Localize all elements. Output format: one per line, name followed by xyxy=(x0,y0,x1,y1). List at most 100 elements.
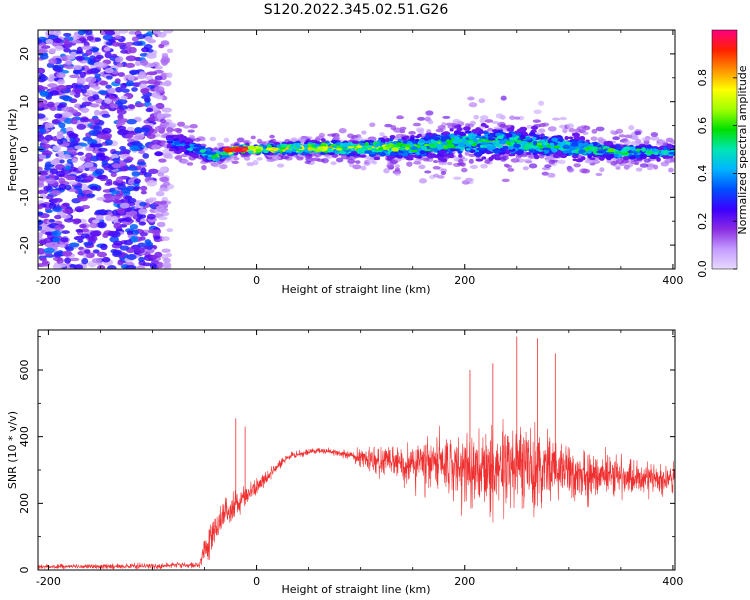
heatmap-cell xyxy=(121,88,130,93)
heatmap-cell xyxy=(360,165,367,171)
heatmap-cell xyxy=(415,138,420,143)
heatmap-cell xyxy=(146,31,154,37)
heatmap-cell xyxy=(190,135,196,139)
heatmap-cell xyxy=(53,37,63,44)
heatmap-cell xyxy=(581,168,591,174)
heatmap-cell xyxy=(125,264,137,269)
heatmap-cell xyxy=(383,168,390,174)
heatmap-cell xyxy=(316,146,324,151)
heatmap-cell xyxy=(538,128,546,134)
heatmap-cell xyxy=(480,142,487,145)
heatmap-cell xyxy=(533,109,542,115)
heatmap-cell xyxy=(446,143,455,148)
spectrogram-y-tick-label: -20 xyxy=(18,236,31,254)
heatmap-cell xyxy=(56,250,65,257)
spectrogram-x-tick-label: 400 xyxy=(662,274,683,287)
heatmap-cell xyxy=(533,154,540,160)
heatmap-cell xyxy=(364,150,373,154)
heatmap-cell xyxy=(140,185,148,192)
heatmap-cell xyxy=(537,149,544,152)
heatmap-cell xyxy=(650,136,660,141)
heatmap-cell xyxy=(114,56,123,63)
heatmap-cell xyxy=(143,172,152,178)
heatmap-cell xyxy=(528,163,538,169)
heatmap-cell xyxy=(620,149,628,153)
heatmap-cell xyxy=(419,150,426,155)
heatmap-cell xyxy=(114,78,121,84)
heatmap-cell xyxy=(102,256,111,263)
heatmap-cell xyxy=(58,122,66,129)
heatmap-cell xyxy=(149,263,157,269)
heatmap-cell xyxy=(573,163,581,168)
heatmap-cell xyxy=(219,164,228,170)
heatmap-cell xyxy=(449,133,455,137)
heatmap-cell xyxy=(353,137,360,141)
heatmap-cell xyxy=(449,128,454,132)
heatmap-cell xyxy=(62,202,70,207)
snr-y-tick-label: 0 xyxy=(18,567,31,574)
heatmap-cell xyxy=(38,225,43,231)
heatmap-cell xyxy=(615,128,624,134)
heatmap-cell xyxy=(478,130,485,134)
heatmap-cell xyxy=(104,51,112,59)
heatmap-cell xyxy=(573,135,581,141)
heatmap-cell xyxy=(161,236,170,242)
heatmap-cell xyxy=(612,136,620,141)
heatmap-cell xyxy=(146,53,157,59)
heatmap-cell xyxy=(62,96,73,102)
heatmap-cell xyxy=(117,259,124,266)
heatmap-cell xyxy=(162,262,172,268)
heatmap-cell xyxy=(156,221,166,228)
heatmap-cell xyxy=(305,153,313,157)
heatmap-cell xyxy=(338,128,347,134)
heatmap-cell xyxy=(544,164,552,168)
heatmap-cell xyxy=(559,116,567,121)
heatmap-cell xyxy=(120,187,131,194)
heatmap-cell xyxy=(395,133,405,138)
heatmap-cell xyxy=(582,125,591,131)
heatmap-cell xyxy=(269,134,275,139)
heatmap-cell xyxy=(631,134,639,140)
heatmap-cell xyxy=(38,113,46,119)
heatmap-cell xyxy=(70,118,78,125)
heatmap-cell xyxy=(487,137,496,141)
heatmap-cell xyxy=(551,137,558,142)
heatmap-cell xyxy=(243,156,251,161)
heatmap-cell xyxy=(562,144,570,150)
heatmap-cell xyxy=(223,137,230,143)
heatmap-cell xyxy=(291,149,297,153)
heatmap-cell xyxy=(125,133,134,139)
heatmap-cell xyxy=(467,141,474,145)
heatmap-cell xyxy=(92,249,100,254)
heatmap-cell xyxy=(347,159,356,164)
heatmap-cell xyxy=(378,147,383,151)
heatmap-cell xyxy=(646,165,654,171)
heatmap-cell xyxy=(71,158,78,164)
heatmap-cell xyxy=(543,142,549,146)
heatmap-cell xyxy=(653,152,659,155)
heatmap-cell xyxy=(112,163,121,169)
heatmap-cell xyxy=(134,60,142,67)
heatmap-cell xyxy=(102,232,109,239)
heatmap-cell xyxy=(506,127,515,132)
heatmap-cell xyxy=(41,45,51,49)
heatmap-cell xyxy=(151,144,162,150)
heatmap-cell xyxy=(131,171,141,177)
heatmap-cell xyxy=(491,154,497,159)
heatmap-cell xyxy=(54,113,63,119)
heatmap-cell xyxy=(153,235,161,240)
heatmap-cell xyxy=(76,46,83,54)
heatmap-cell xyxy=(100,243,108,251)
heatmap-cell xyxy=(125,55,137,62)
heatmap-cell xyxy=(65,175,77,181)
heatmap-cell xyxy=(112,198,122,204)
heatmap-cell xyxy=(304,160,311,164)
heatmap-cell xyxy=(127,75,135,81)
heatmap-cell xyxy=(79,117,91,123)
heatmap-cell xyxy=(255,148,262,153)
heatmap-cell xyxy=(133,178,141,184)
heatmap-cell xyxy=(473,114,480,120)
heatmap-cell xyxy=(45,195,54,200)
heatmap-cell xyxy=(136,161,147,166)
heatmap-cell xyxy=(64,165,72,171)
